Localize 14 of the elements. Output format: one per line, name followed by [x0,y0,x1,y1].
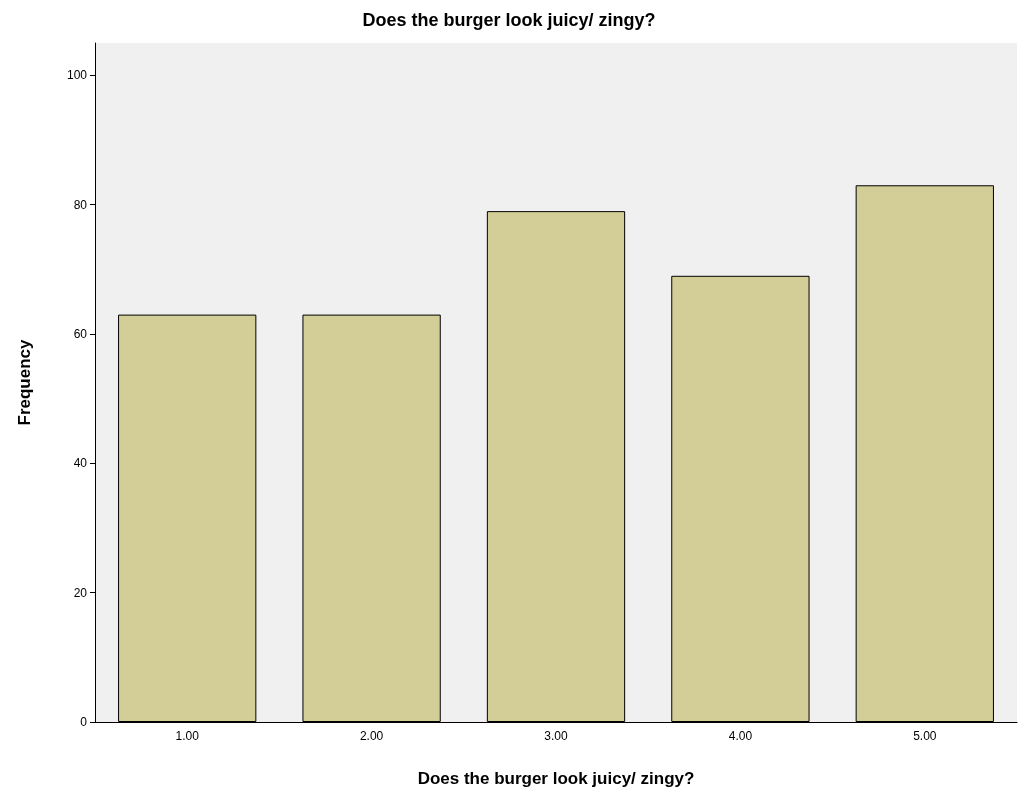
x-tick-label: 2.00 [359,729,384,743]
x-tick-label: 4.00 [728,729,753,743]
y-tick-label: 60 [73,327,88,341]
x-tick-label: 5.00 [913,729,937,743]
x-tick-label: 3.00 [544,729,568,743]
x-tick-label: 1.00 [175,729,200,743]
y-tick-label: 20 [73,585,88,600]
y-tick-label: 100 [66,68,88,83]
chart-title: Does the burger look juicy/ zingy? [362,10,656,30]
y-axis-title: Frequency [15,338,34,426]
x-axis-title: Does the burger look juicy/ zingy? [417,769,695,788]
y-tick-label: 80 [73,197,88,212]
y-tick-label: 0 [80,715,88,729]
y-tick-label: 40 [73,456,88,471]
